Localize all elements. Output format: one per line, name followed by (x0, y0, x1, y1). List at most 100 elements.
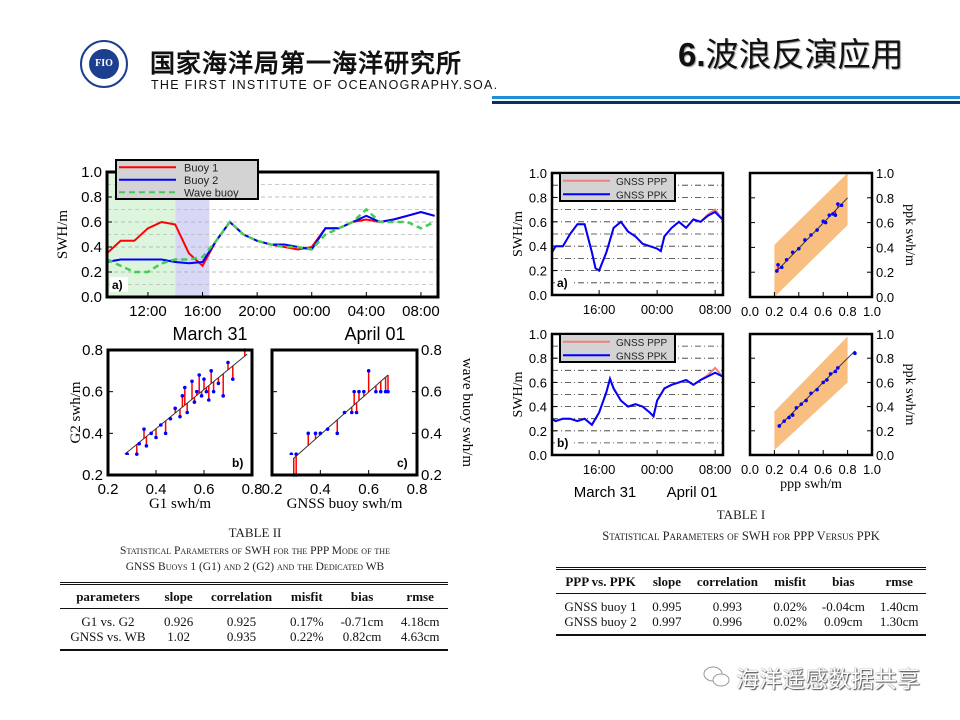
column-header: PPP vs. PPK (565, 574, 636, 589)
panel-label-bg (555, 435, 573, 450)
x-tick-label: 0.4 (310, 481, 331, 498)
legend-label: Wave buoy (184, 187, 239, 199)
x-tick-label: 0.6 (814, 462, 832, 477)
data-point (790, 250, 795, 255)
date-label: March 31 (172, 324, 247, 344)
table-cell: 0.935 (226, 629, 257, 644)
y-tick-label: 0.4 (876, 240, 894, 255)
data-point (318, 431, 323, 436)
data-point (803, 238, 807, 242)
data-point (207, 398, 211, 402)
y-tick-label: 0.2 (876, 265, 894, 280)
data-point (221, 394, 225, 398)
y-axis-label: wave buoy swh/m (459, 358, 475, 467)
data-point (163, 431, 168, 436)
data-point (357, 389, 361, 394)
logo-text: FIO (89, 49, 119, 79)
slide-title-text: 波浪反演应用 (705, 35, 904, 74)
legend-label: GNSS PPP (616, 338, 667, 349)
y-tick-label: 0.8 (421, 342, 442, 359)
x-tick-label: 0.2 (262, 481, 283, 498)
x-axis-label: GNSS buoy swh/m (287, 496, 403, 512)
x-tick-label: 0.2 (765, 462, 783, 477)
panel-label: b) (557, 436, 568, 450)
plot-frame (270, 348, 419, 477)
y-tick-label: 0.4 (529, 239, 547, 254)
data-point (226, 360, 230, 365)
x-tick-label: 0.6 (194, 481, 215, 498)
data-point (775, 269, 779, 273)
table-cell: 0.17% (289, 614, 324, 629)
y-axis-label: ppk swh/m (902, 364, 917, 426)
data-point (149, 431, 153, 436)
y-tick-label: 0.8 (529, 351, 547, 366)
legend-label: Buoy 2 (184, 175, 218, 187)
table-cell: 0.926 (164, 614, 194, 629)
table-cell: 0.09cm (824, 614, 863, 629)
data-point (135, 452, 139, 456)
x-tick-label: 1.0 (863, 304, 881, 319)
data-point (836, 202, 840, 206)
series-line-gnss-ppk (551, 210, 724, 273)
table-cell: 4.18cm (400, 614, 440, 629)
x-tick-label: 0.2 (765, 304, 783, 319)
table-cell: GNSS buoy 2 (564, 614, 637, 629)
data-point (821, 380, 825, 385)
data-point (782, 419, 786, 423)
y-tick-label: 1.0 (81, 164, 102, 181)
column-header: bias (832, 574, 855, 589)
data-point (776, 262, 780, 267)
x-tick-label: 16:00 (583, 462, 616, 477)
data-point (199, 394, 204, 398)
data-point (836, 366, 840, 370)
y-axis-label: SWH/m (511, 371, 526, 417)
data-point (839, 203, 844, 208)
panel-label: a) (557, 276, 568, 290)
y-tick-label: 0.6 (82, 384, 103, 401)
table-cell: 0.82cm (342, 629, 382, 644)
y-axis-label: ppk swh/m (902, 204, 917, 266)
series-line-wave-buoy (106, 207, 436, 274)
table-cell: -0.04cm (821, 599, 865, 614)
legend-label: GNSS PPK (616, 190, 667, 201)
data-point (825, 378, 829, 382)
table-cell: 0.22% (289, 629, 324, 644)
x-tick-label: 16:00 (583, 302, 616, 317)
table-ii: parameters slope correlation misfit bias rmse… (60, 582, 448, 651)
slide-title: 6.波浪反演应用 (678, 28, 904, 76)
table-row: GNSS vs. WB 1.02 0.935 0.22% 0.82cm 4.63cm (60, 629, 448, 650)
y-tick-label: 0.8 (529, 190, 547, 205)
data-point (211, 389, 216, 394)
table-cell: 1.40cm (879, 599, 919, 614)
panel-label-bg (275, 455, 293, 470)
data-point (352, 389, 356, 394)
data-point (294, 452, 298, 456)
table-cell: 0.02% (773, 599, 807, 614)
table-cell: 0.996 (712, 614, 743, 629)
data-point (790, 413, 795, 417)
data-point (804, 398, 808, 403)
x-axis-label: ppp swh/m (780, 477, 842, 492)
column-header: parameters (76, 589, 140, 604)
table-cell: GNSS vs. WB (70, 629, 146, 644)
data-point (204, 389, 209, 394)
table-ii-caption-line2: GNSS Buoys 1 (G1) and 2 (G2) and the Ded… (125, 561, 385, 573)
data-point (154, 435, 158, 440)
y-tick-label: 0.6 (876, 375, 894, 390)
x-tick-label: 00:00 (641, 462, 674, 477)
y-tick-label: 0.4 (876, 400, 894, 415)
table-row: GNSS buoy 2 0.997 0.996 0.02% 0.09cm 1.30cm (556, 614, 926, 635)
column-header: rmse (406, 589, 434, 604)
y-tick-label: 0.8 (82, 342, 103, 359)
y-tick-label: 0.0 (529, 448, 547, 463)
x-tick-label: 0.0 (741, 304, 759, 319)
y-tick-label: 0.4 (81, 239, 102, 256)
y-tick-label: 1.0 (876, 327, 894, 342)
org-name-cn: 国家海洋局第一海洋研究所 (150, 49, 463, 78)
panel-label-bg (110, 277, 128, 292)
y-tick-label: 0.0 (876, 290, 894, 305)
x-tick-label: 0.8 (839, 462, 857, 477)
data-point (787, 415, 791, 420)
y-tick-label: 1.0 (876, 166, 894, 181)
table-cell: 1.02 (167, 629, 190, 644)
